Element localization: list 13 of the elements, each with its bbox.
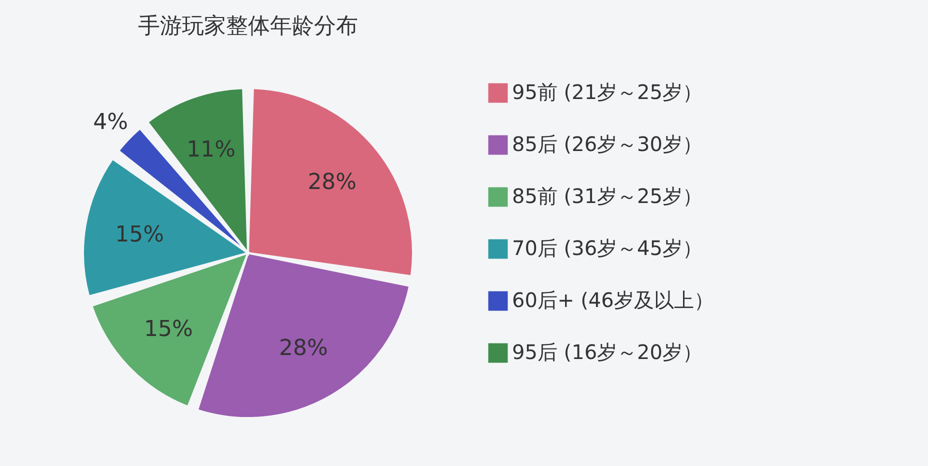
legend-label: 95前 (21岁～25岁） <box>512 80 703 104</box>
data-label: 15% <box>115 222 164 248</box>
legend-label: 85后 (26岁～30岁） <box>512 132 703 156</box>
legend-label: 85前 (31岁～25岁） <box>512 184 703 208</box>
chart-title: 手游玩家整体年龄分布 <box>138 14 358 40</box>
data-label: 28% <box>279 336 328 361</box>
data-label: 28% <box>308 170 357 196</box>
data-label: 4% <box>93 110 128 135</box>
legend-label: 95后 (16岁～20岁） <box>512 340 703 364</box>
data-label: 15% <box>144 316 193 342</box>
legend-label: 60后+ (46岁及以上） <box>512 288 714 312</box>
legend-label: 70后 (36岁～45岁） <box>512 236 703 260</box>
data-label: 11% <box>186 137 236 162</box>
